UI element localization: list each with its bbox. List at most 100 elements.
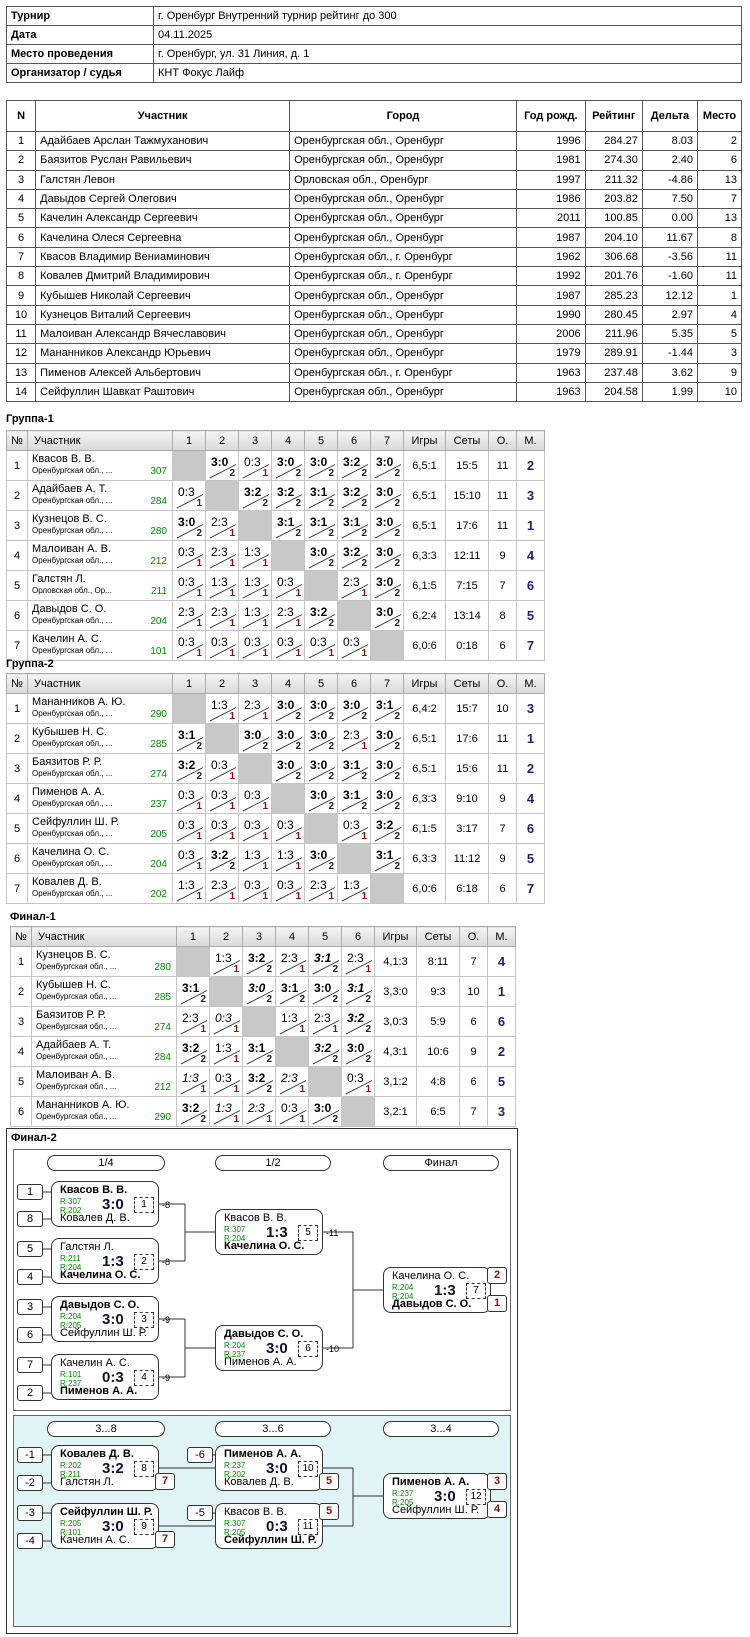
match-points: 1 [233,964,239,975]
group-header-cell: 5 [308,926,342,947]
score-value: 1:3 [281,1011,298,1025]
score-box: 3:1 2 [276,977,308,1006]
place-box: 1 [487,1295,507,1312]
score-cell: 2:3 1 [271,600,305,631]
match-player-2: Галстян Л. [60,1476,114,1488]
score-box: 3:1 2 [309,947,341,976]
score-cell: 0:3 1 [238,783,272,814]
participant-cell: Мананников Александр Юрьевич [35,343,291,364]
participant-cell: 2006 [515,323,586,345]
player-cell: Мананников А. Ю. Оренбургская обл., ... 29… [31,1096,177,1127]
match-points: 2 [361,558,367,569]
loser-link: -8 [162,1200,171,1210]
score-cell: 3:1 2 [304,510,338,541]
match-points: 2 [332,964,338,975]
score-value: 3:0 [248,981,266,995]
place-cell: 5 [516,843,545,874]
diagonal-cell [370,873,404,904]
sets-cell: 15:10 [445,480,489,511]
match-points: 2 [361,711,367,722]
score-box: 2:3 1 [342,947,374,976]
player-rating: 284 [154,1052,171,1063]
score-slash-icon [242,797,270,812]
score-slash-icon [374,554,402,569]
score-value: 3:1 [314,951,332,965]
match-points: 2 [295,711,301,722]
match-rating-2: R:204 [224,1234,246,1243]
info-value: г. Оренбург, ул. 31 Линия, д. 1 [153,44,742,64]
match-points: 2 [299,994,305,1005]
match-points: 1 [328,891,334,902]
score-slash-icon [275,614,303,629]
score-slash-icon [176,584,204,599]
match-rating-1: R:307 [224,1225,246,1234]
score-cell: 2:3 1 [341,946,375,977]
player-cell: Сейфуллин Ш. Р. Оренбургская обл., ... 205 [27,813,173,844]
player-city: Оренбургская обл., ... [32,646,113,655]
player-rating: 274 [150,769,167,780]
participant-cell: 2 [697,130,742,152]
match-points: 2 [229,468,235,479]
participants-header: Место [697,100,742,132]
score-cell: 3:0 2 [370,723,404,754]
score-box: 0:3 1 [272,874,304,903]
match-player-1: Квасов В. В. [60,1184,128,1196]
score-value: 3:0 [211,455,229,469]
match-rating-1: R:101 [60,1370,82,1379]
player-name: Давыдов С. О. [32,603,107,615]
score-slash-icon [242,644,270,659]
score-box: 3:0 2 [305,694,337,723]
loser-link: -9 [162,1373,171,1383]
score-value: 3:2 [343,455,361,469]
participant-cell: 204.58 [584,381,643,403]
score-slash-icon [308,554,336,569]
score-cell: 3:2 2 [172,753,206,784]
score-slash-icon [341,494,369,509]
bracket-match: Квасов В. В. R:307 1:3 R:204 Качелина О. С. 5 [215,1209,323,1255]
score-slash-icon [279,1110,307,1125]
player-rating: 307 [150,466,167,477]
score-slash-icon [213,1020,241,1035]
sets-cell: 4:8 [416,1066,460,1097]
score-slash-icon [209,767,237,782]
participant-cell: 7 [5,246,37,268]
diagonal-cell [275,1036,309,1067]
score-value: 1:3 [244,848,261,862]
match-points: 1 [196,831,202,842]
score-value: 3:1 [376,848,394,862]
place-box: 7 [155,1473,175,1490]
score-cell: 3:0 2 [271,693,305,724]
score-box: 0:3 1 [173,571,205,600]
match-points: 2 [394,618,400,629]
match-number: 3 [134,1312,154,1328]
score-box: 0:3 1 [173,541,205,570]
score-value: 0:3 [178,848,195,862]
score-box: 3:1 2 [177,977,209,1006]
score-value: 2:3 [314,1011,331,1025]
player-name: Ковалев Д. В. [32,876,102,888]
info-row: Организатор / судья КНТ Фокус Лайф [6,63,742,83]
score-slash-icon [279,990,307,1005]
score-slash-icon [209,857,237,872]
match-points: 1 [196,498,202,509]
player-name: Мананников А. Ю. [36,1099,130,1111]
match-points: 1 [295,831,301,842]
match-rating-2: R:211 [60,1470,81,1479]
score-value: 0:3 [178,575,195,589]
player-name: Малоиван А. В. [36,1069,116,1081]
score-cell: 3:2 2 [238,480,272,511]
match-points: 1 [233,1114,239,1125]
score-value: 1:3 [277,848,294,862]
player-rating: 202 [150,889,167,900]
score-slash-icon [213,1050,241,1065]
participant-row: 5 Качелин Александр Сергеевич Оренбургская… [5,208,742,229]
score-slash-icon [209,887,237,902]
player-rating: 212 [150,556,167,567]
score-cell: 0:3 1 [271,873,305,904]
score-value: 3:2 [248,1071,266,1085]
diagonal-cell [271,783,305,814]
score-value: 3:0 [376,788,394,802]
score-cell: 3:0 2 [370,570,404,601]
score-cell: 2:3 1 [337,570,371,601]
score-cell: 3:1 2 [176,976,210,1007]
